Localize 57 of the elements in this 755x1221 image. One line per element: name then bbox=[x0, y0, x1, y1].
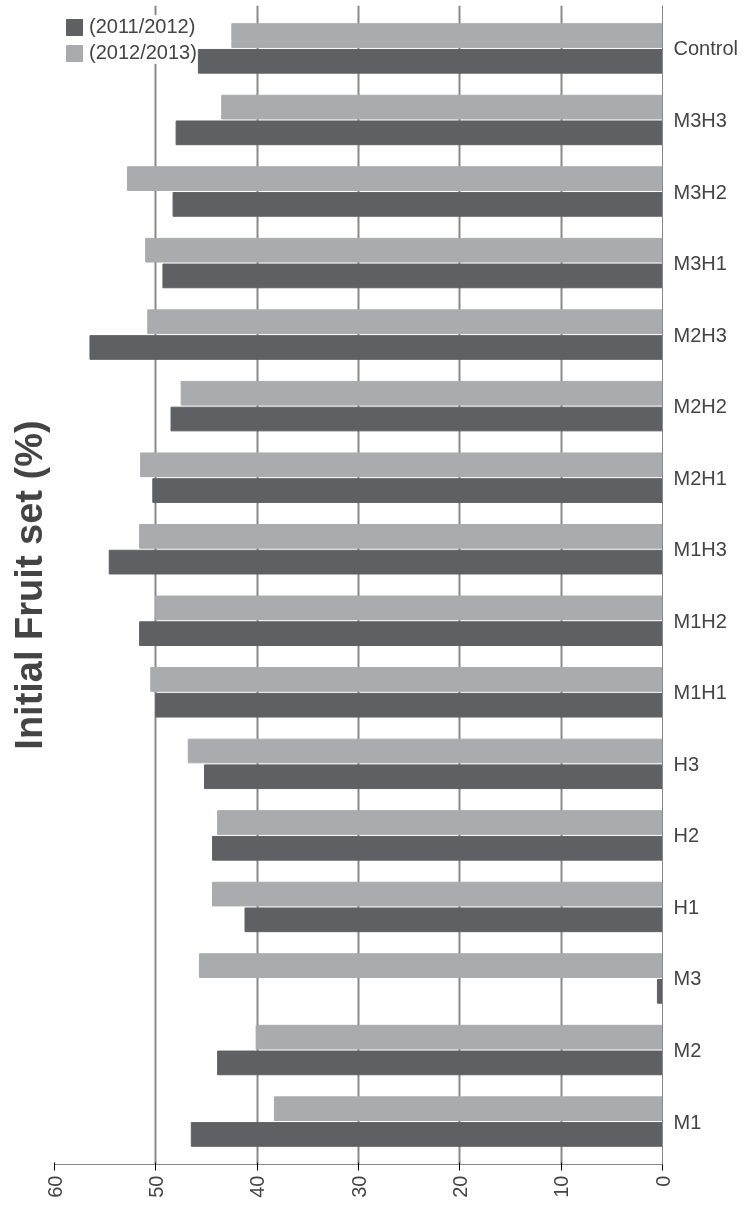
y-tick-label: M1H2 bbox=[673, 609, 727, 632]
bar bbox=[155, 692, 663, 718]
bar bbox=[180, 380, 663, 406]
bar bbox=[155, 595, 663, 621]
y-tick-label: M3H1 bbox=[673, 252, 727, 275]
x-tick-label: 20 bbox=[448, 1175, 471, 1198]
y-tick-label: H3 bbox=[673, 752, 700, 775]
text: Initial Fruit set (%) bbox=[7, 420, 50, 750]
x-tick-label: 30 bbox=[347, 1175, 370, 1198]
bar bbox=[198, 953, 663, 978]
bar bbox=[108, 549, 663, 575]
bar bbox=[255, 1024, 663, 1050]
bar bbox=[212, 835, 663, 861]
bar bbox=[139, 621, 663, 646]
x-tick-label: 50 bbox=[144, 1175, 167, 1198]
y-tick-label: H1 bbox=[673, 895, 700, 918]
y-tick-label: M2 bbox=[673, 1039, 702, 1062]
x-tick-label: 0 bbox=[651, 1175, 674, 1187]
legend-label: (2011/2012) bbox=[89, 15, 196, 38]
bar bbox=[89, 335, 663, 360]
bar bbox=[187, 738, 663, 764]
bar bbox=[221, 94, 663, 120]
legend-label: (2012/2013) bbox=[89, 41, 197, 64]
bar bbox=[231, 23, 663, 48]
y-tick-label: M2H2 bbox=[673, 395, 727, 418]
bar bbox=[175, 120, 663, 146]
x-tick-label: 40 bbox=[246, 1175, 269, 1198]
bar bbox=[273, 1096, 663, 1122]
y-tick-label: M3H2 bbox=[673, 180, 727, 203]
x-tick-label: 10 bbox=[550, 1175, 573, 1198]
bar bbox=[150, 667, 663, 692]
y-tick-label: M1H3 bbox=[673, 538, 727, 561]
y-tick-label: M3H3 bbox=[673, 108, 727, 131]
bar bbox=[656, 979, 663, 1004]
bar bbox=[217, 1050, 663, 1076]
bar bbox=[139, 524, 663, 549]
y-tick-label: M2H3 bbox=[673, 323, 727, 346]
y-tick-label: M3 bbox=[673, 967, 702, 990]
bar bbox=[152, 478, 663, 503]
bar bbox=[172, 192, 663, 217]
bar bbox=[170, 406, 663, 432]
y-tick-label: M1H1 bbox=[673, 681, 727, 704]
y-tick-label: M1 bbox=[673, 1110, 702, 1133]
y-tick-label: H2 bbox=[673, 824, 700, 847]
x-tick-label: 60 bbox=[43, 1175, 66, 1198]
bar bbox=[140, 452, 663, 478]
bar bbox=[162, 263, 663, 289]
bar bbox=[126, 166, 663, 191]
bar bbox=[203, 764, 663, 790]
y-tick-label: M2H1 bbox=[673, 466, 727, 489]
bar bbox=[190, 1122, 663, 1147]
y-tick-label: Control bbox=[673, 37, 738, 60]
bar bbox=[212, 881, 663, 907]
bar bbox=[217, 810, 663, 835]
bar bbox=[147, 309, 663, 335]
bar bbox=[145, 237, 663, 263]
bar bbox=[244, 907, 663, 933]
